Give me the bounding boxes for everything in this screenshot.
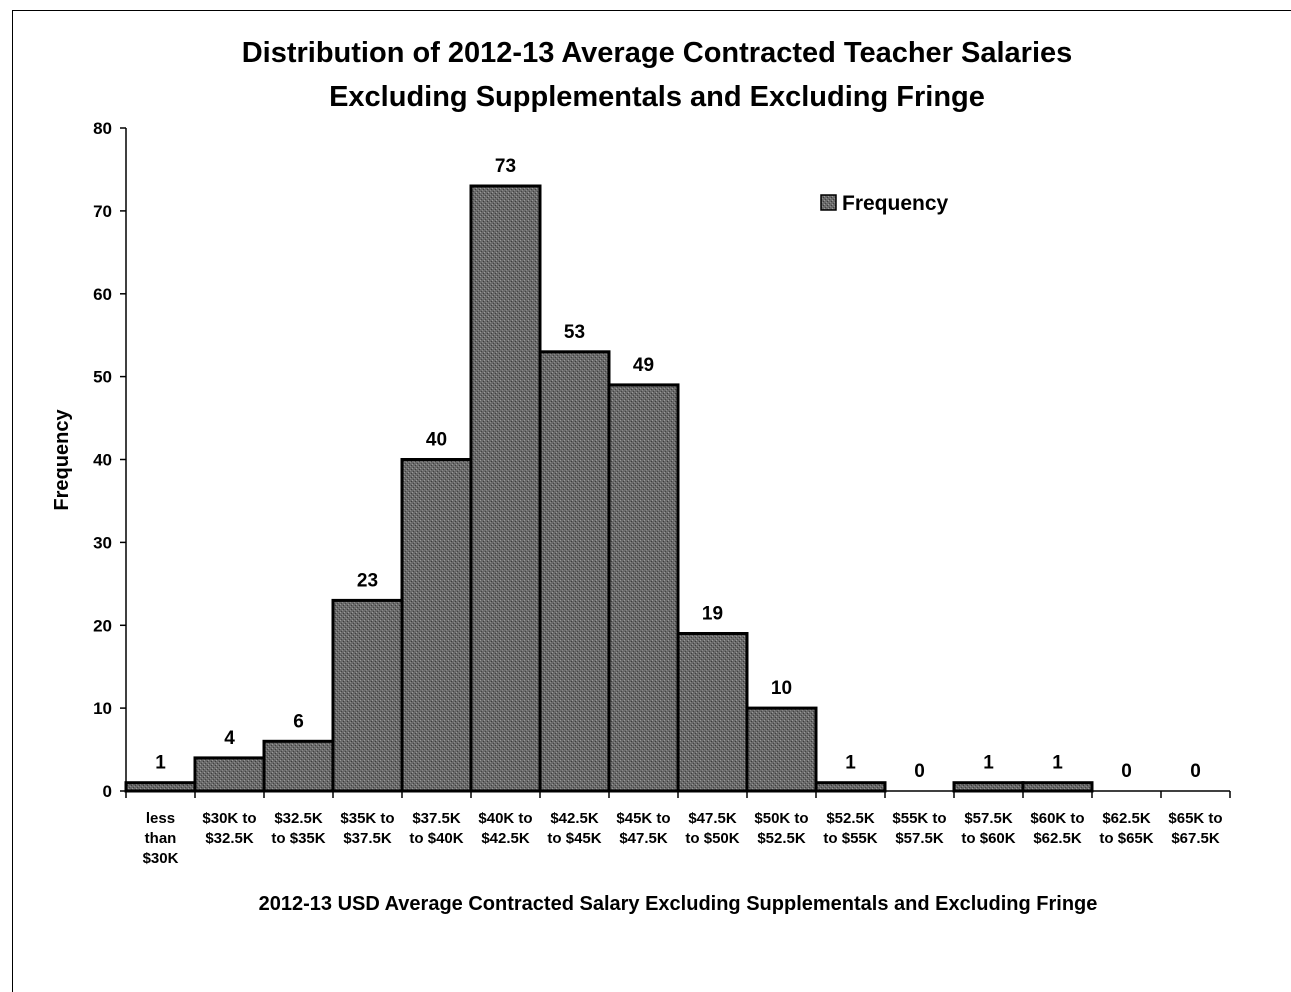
y-tick-label-7: 70 xyxy=(93,202,112,221)
x-axis-title: 2012-13 USD Average Contracted Salary Ex… xyxy=(259,893,1098,915)
y-tick-label-6: 60 xyxy=(93,285,112,304)
x-tick-label-3: $35K to $37.5K xyxy=(340,810,394,847)
bar-9 xyxy=(745,706,818,793)
legend-swatch xyxy=(820,194,837,211)
bar-2 xyxy=(262,739,335,793)
data-label-8: 19 xyxy=(702,604,723,625)
y-tick-label-2: 20 xyxy=(93,616,112,635)
x-tick-label-13: $60K to $62.5K xyxy=(1030,810,1084,847)
data-label-2: 6 xyxy=(293,711,304,732)
data-label-6: 53 xyxy=(564,322,585,343)
bar-12 xyxy=(952,781,1025,793)
bar-8 xyxy=(676,632,749,793)
bar-5 xyxy=(469,184,542,793)
x-tick-label-9: $50K to $52.5K xyxy=(754,810,808,847)
x-tick-label-1: $30K to $32.5K xyxy=(202,810,256,847)
bar-6 xyxy=(538,350,611,793)
data-label-14: 0 xyxy=(1121,761,1132,782)
data-label-13: 1 xyxy=(1052,753,1063,774)
data-label-7: 49 xyxy=(633,355,654,376)
bars-group xyxy=(124,184,1094,793)
bar-10 xyxy=(814,781,887,793)
x-tick-label-5: $40K to $42.5K xyxy=(478,810,532,847)
bar-0 xyxy=(124,781,197,793)
y-tick-label-4: 40 xyxy=(93,451,112,470)
x-tick-label-2: $32.5K to $35K xyxy=(271,810,325,847)
x-tick-label-4: $37.5K to $40K xyxy=(409,810,463,847)
chart-frame xyxy=(12,10,1291,992)
bar-13 xyxy=(1021,781,1094,793)
bar-7 xyxy=(607,383,680,793)
bar-4 xyxy=(400,458,473,793)
x-tick-label-0: less than $30K xyxy=(143,810,179,867)
data-label-12: 1 xyxy=(983,753,994,774)
x-tick-label-11: $55K to $57.5K xyxy=(892,810,946,847)
x-tick-label-8: $47.5K to $50K xyxy=(685,810,739,847)
data-label-15: 0 xyxy=(1190,761,1201,782)
data-label-11: 0 xyxy=(914,761,925,782)
data-label-4: 40 xyxy=(426,430,447,451)
legend: Frequency xyxy=(820,192,949,215)
y-tick-label-1: 10 xyxy=(93,699,112,718)
data-label-9: 10 xyxy=(771,678,792,699)
x-tick-label-7: $45K to $47.5K xyxy=(616,810,670,847)
y-tick-label-3: 30 xyxy=(93,533,112,552)
y-axis-title: Frequency xyxy=(51,409,73,511)
x-tick-label-14: $62.5K to $65K xyxy=(1099,810,1153,847)
data-label-0: 1 xyxy=(155,753,166,774)
chart-title-line-1: Distribution of 2012-13 Average Contract… xyxy=(242,37,1073,69)
chart-title-line-2: Excluding Supplementals and Excluding Fr… xyxy=(329,81,985,113)
data-label-10: 1 xyxy=(845,753,856,774)
legend-label-frequency: Frequency xyxy=(842,192,949,215)
x-axis: less than $30K $30K to $32.5K $32.5K to $35K $3… xyxy=(125,790,1231,867)
x-tick-label-10: $52.5K to $55K xyxy=(823,810,877,847)
data-label-3: 23 xyxy=(357,570,378,591)
bar-3 xyxy=(331,598,404,793)
x-tick-label-12: $57.5K to $60K xyxy=(961,810,1015,847)
x-tick-label-15: $65K to $67.5K xyxy=(1168,810,1222,847)
y-tick-label-8: 80 xyxy=(93,119,112,138)
y-tick-label-5: 50 xyxy=(93,368,112,387)
y-tick-label-0: 0 xyxy=(103,782,112,801)
x-tick-label-6: $42.5K to $45K xyxy=(547,810,601,847)
data-label-5: 73 xyxy=(495,156,516,177)
y-axis: 0 10 20 30 40 50 60 70 80 xyxy=(93,119,127,801)
bar-1 xyxy=(193,756,266,793)
data-label-1: 4 xyxy=(224,728,235,749)
